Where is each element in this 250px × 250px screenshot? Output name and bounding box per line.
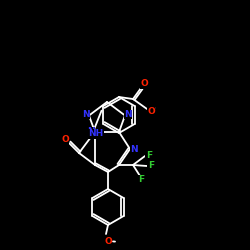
Text: N: N	[130, 144, 138, 154]
Text: F: F	[138, 176, 144, 184]
Text: N: N	[82, 110, 90, 119]
Text: O: O	[140, 80, 148, 88]
Text: O: O	[61, 136, 69, 144]
Text: O: O	[147, 106, 155, 116]
Text: F: F	[146, 152, 152, 160]
Text: N: N	[87, 128, 95, 136]
Text: F: F	[148, 162, 154, 170]
Text: N: N	[124, 110, 132, 119]
Text: NH: NH	[88, 130, 104, 138]
Text: O: O	[104, 236, 112, 246]
